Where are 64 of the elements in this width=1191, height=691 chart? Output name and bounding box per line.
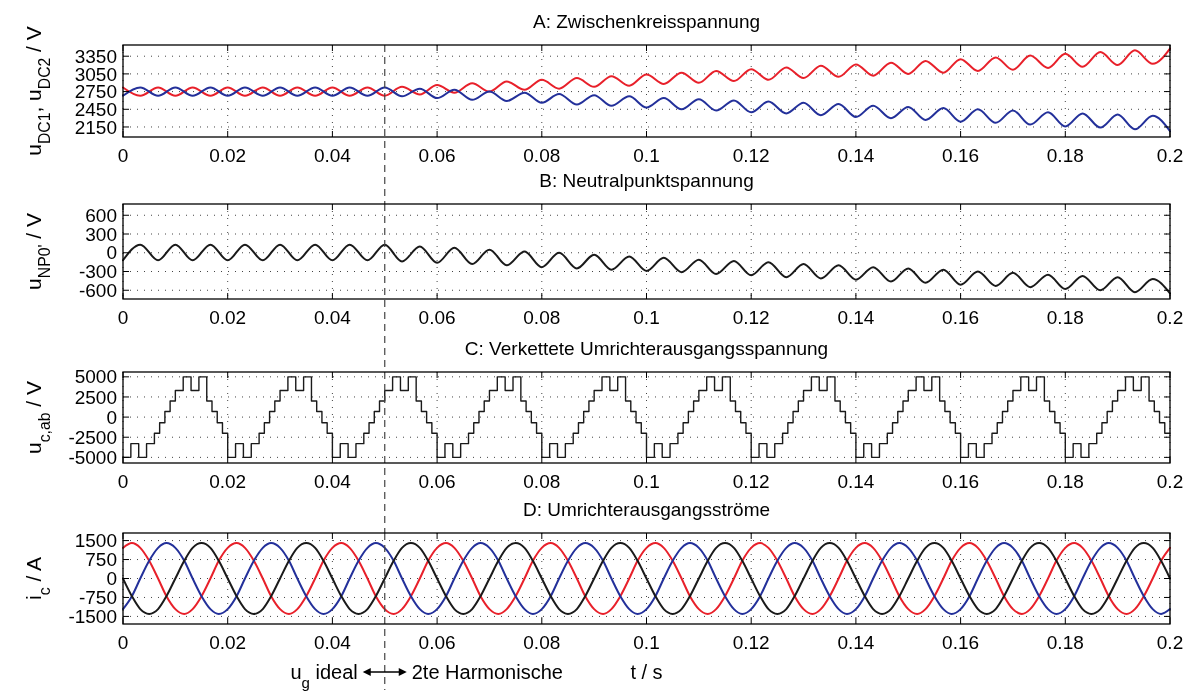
x-tick-label: 0.02 xyxy=(209,632,247,653)
x-tick-label: 0.16 xyxy=(942,145,980,166)
y-tick-label: 1500 xyxy=(74,530,117,552)
chart-title: D: Umrichterausgangsströme xyxy=(522,499,771,520)
x-tick-label: 0.18 xyxy=(1046,145,1084,166)
x-tick-label: 0.04 xyxy=(313,307,352,328)
x-tick-label: 0.04 xyxy=(313,145,352,166)
x-tick-label: 0.08 xyxy=(523,307,561,328)
x-tick-label: 0.14 xyxy=(837,307,875,328)
x-tick-label: 0.04 xyxy=(313,632,352,653)
y-tick-label: -750 xyxy=(78,587,117,609)
x-tick-label: 0.12 xyxy=(732,632,770,653)
x-tick-label: 0.02 xyxy=(209,307,247,328)
line-series xyxy=(122,542,1171,615)
x-tick-label: 0.2 xyxy=(1156,471,1184,492)
y-tick-label: -5000 xyxy=(68,447,117,469)
y-tick-label: 750 xyxy=(85,549,117,571)
y-tick-label: 2500 xyxy=(74,386,117,408)
x-tick-label: 0.08 xyxy=(523,471,561,492)
chart-title: A: Zwischenkreisspannung xyxy=(532,11,761,32)
y-tick-label: -2500 xyxy=(68,426,117,448)
x-tick-label: 0.1 xyxy=(633,632,660,653)
line-series xyxy=(122,86,1171,133)
x-tick-label: 0.14 xyxy=(837,632,875,653)
line-series xyxy=(122,47,1171,97)
x-tick-label: 0.1 xyxy=(633,145,660,166)
y-tick-label: 5000 xyxy=(74,366,117,388)
y-tick-label: 0 xyxy=(106,568,117,590)
y-tick-label: 0 xyxy=(106,242,117,264)
y-tick-label: 600 xyxy=(85,204,117,226)
x-tick-label: 0.14 xyxy=(837,471,875,492)
chart-title: B: Neutralpunktspannung xyxy=(539,170,754,191)
x-tick-label: 0.18 xyxy=(1046,632,1084,653)
x-tick-label: 0.1 xyxy=(633,471,660,492)
x-tick-label: 0.06 xyxy=(418,145,456,166)
x-tick-label: 0.08 xyxy=(523,145,561,166)
x-tick-label: 0.16 xyxy=(942,632,980,653)
x-tick-label: 0.2 xyxy=(1156,307,1184,328)
x-tick-label: 0.06 xyxy=(418,307,456,328)
x-tick-label: 0.12 xyxy=(732,145,770,166)
y-tick-label: 300 xyxy=(85,223,117,245)
x-tick-label: 0.14 xyxy=(837,145,875,166)
x-tick-label: 0.02 xyxy=(209,471,247,492)
x-tick-label: 0.2 xyxy=(1156,145,1184,166)
text: u$_{g}$ ideal xyxy=(290,661,358,691)
chart-title: C: Verkettete Umrichterausgangsspannung xyxy=(464,338,829,359)
x-tick-label: 0.2 xyxy=(1156,632,1184,653)
x-tick-label: 0.18 xyxy=(1046,471,1084,492)
x-tick-label: 0.16 xyxy=(942,307,980,328)
x-tick-label: 0.08 xyxy=(523,632,561,653)
x-tick-label: 0.04 xyxy=(313,471,352,492)
x-tick-label: 0.12 xyxy=(732,307,770,328)
text: 2te Harmonische xyxy=(411,661,563,683)
x-tick-label: 0.12 xyxy=(732,471,770,492)
x-axis-title: t / s xyxy=(630,661,663,683)
x-tick-label: 0.06 xyxy=(418,632,456,653)
x-tick-label: 0.06 xyxy=(418,471,456,492)
x-tick-label: 0.18 xyxy=(1046,307,1084,328)
y-tick-label: -1500 xyxy=(68,606,117,628)
x-tick-label: 0.1 xyxy=(633,307,660,328)
line-series xyxy=(122,243,1171,295)
x-tick-label: 0.02 xyxy=(209,145,247,166)
y-tick-label: 0 xyxy=(106,406,117,428)
x-tick-label: 0.16 xyxy=(942,471,980,492)
